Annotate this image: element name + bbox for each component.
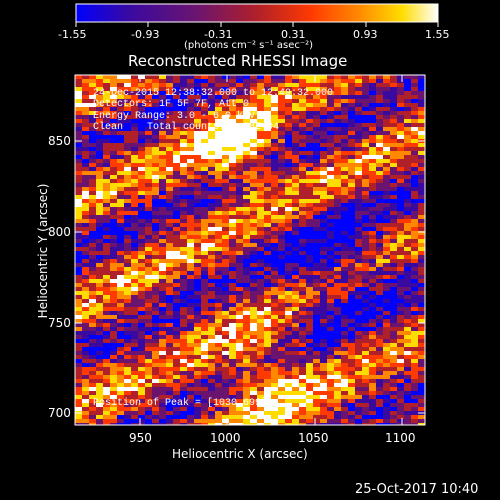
info-energy-range: Energy Range: 3.0 - 6.0 keV — [93, 111, 256, 122]
footer-timestamp: 25-Oct-2017 10:40 — [355, 482, 479, 497]
y-axis-title: Heliocentric Y (arcsec) — [36, 183, 50, 319]
y-tick-label: 700 — [48, 406, 71, 420]
y-tick-label: 850 — [48, 134, 71, 148]
info-detectors: Detectors: 1F 5F 7F, Att 0 — [93, 99, 250, 110]
colorbar-ticks — [75, 22, 439, 27]
colorbar-tick-label: 0.93 — [353, 28, 378, 41]
x-axis-ticks — [139, 75, 403, 425]
y-tick-label: 750 — [48, 316, 71, 330]
colorbar-tick-label: -0.31 — [204, 28, 233, 41]
plot-title: Reconstructed RHESSI Image — [128, 52, 348, 70]
x-tick-label: 1100 — [385, 431, 416, 445]
colorbar-tick-label: 1.55 — [425, 28, 450, 41]
colorbar-tick-label: -1.55 — [58, 28, 87, 41]
info-clean-counts: Clean Total counts: 5.28E+04 — [93, 122, 280, 133]
y-axis-ticks — [75, 140, 425, 414]
info-time-range: 24-Dec-2015 12:38:32.000 to 12:49:32.000 — [93, 88, 334, 99]
x-axis-title: Heliocentric X (arcsec) — [172, 447, 308, 461]
heatmap-image — [75, 75, 425, 425]
colorbar-tick-label: -0.93 — [131, 28, 160, 41]
x-tick-label: 950 — [129, 431, 152, 445]
plot-frame — [74, 74, 426, 426]
colorbar — [75, 3, 439, 23]
y-tick-label: 800 — [48, 225, 71, 239]
colorbar-tick-label: 0.31 — [281, 28, 306, 41]
colorbar-unit-label: (photons cm⁻² s⁻¹ asec⁻²) — [184, 40, 314, 51]
x-tick-label: 1050 — [298, 431, 329, 445]
peak-position-label: Position of Peak = [1030,699] — [93, 398, 268, 409]
x-tick-label: 1000 — [210, 431, 241, 445]
